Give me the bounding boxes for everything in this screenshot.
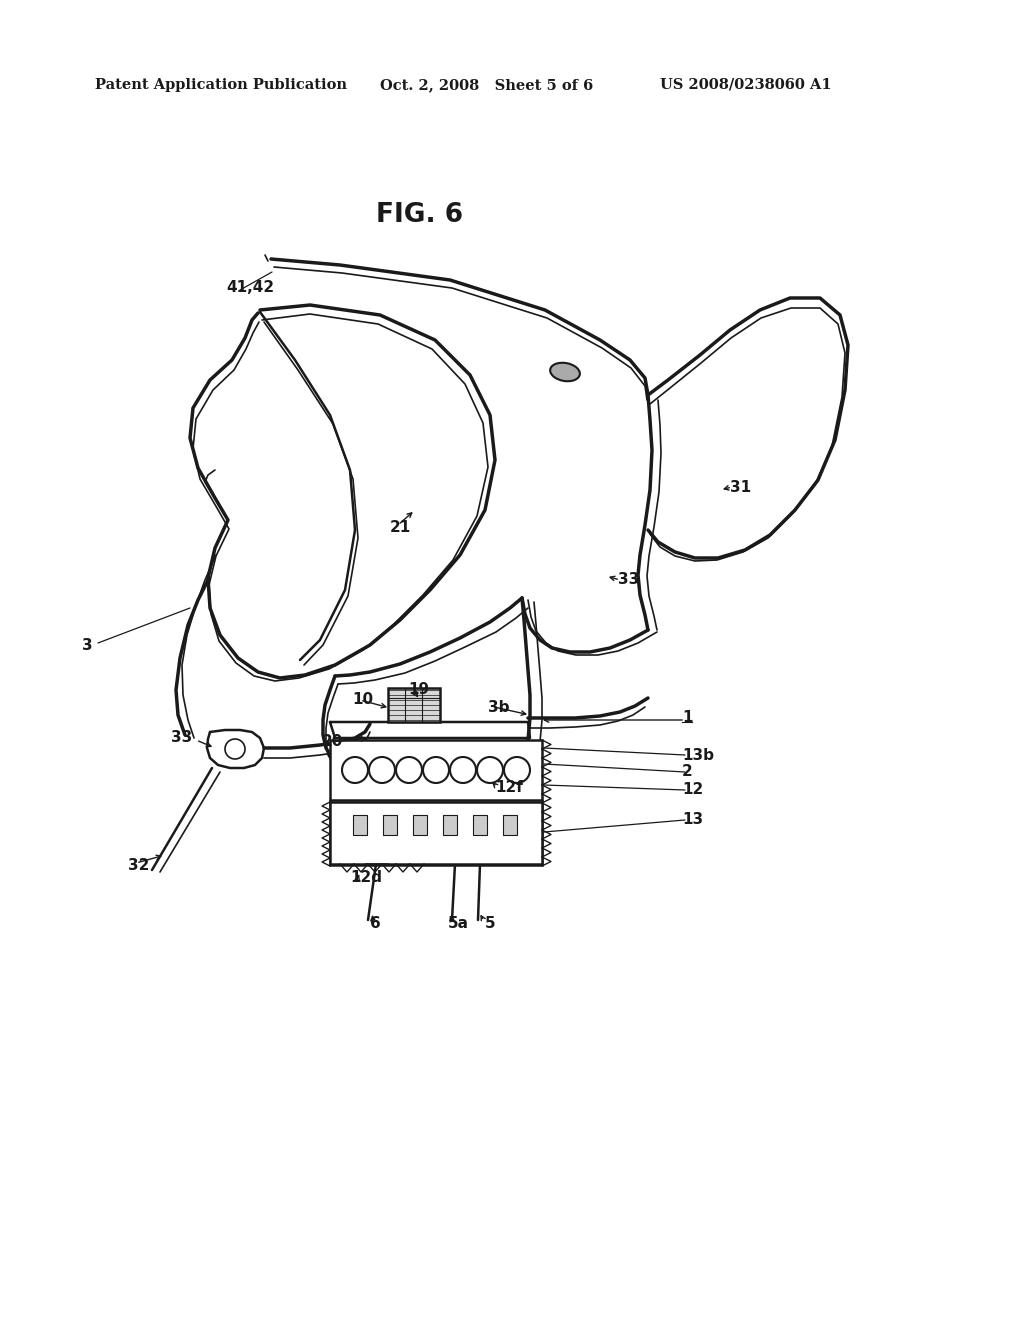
Circle shape [396, 756, 422, 783]
Text: US 2008/0238060 A1: US 2008/0238060 A1 [660, 78, 831, 92]
Circle shape [342, 756, 368, 783]
Text: 31: 31 [730, 479, 752, 495]
Text: Patent Application Publication: Patent Application Publication [95, 78, 347, 92]
Text: FIG. 6: FIG. 6 [377, 202, 464, 228]
Polygon shape [330, 803, 542, 865]
Text: 12d: 12d [350, 870, 382, 886]
Text: 21: 21 [390, 520, 412, 536]
Text: 13: 13 [682, 813, 703, 828]
Polygon shape [383, 814, 397, 836]
Polygon shape [473, 814, 487, 836]
Polygon shape [413, 814, 427, 836]
Circle shape [369, 756, 395, 783]
Circle shape [423, 756, 449, 783]
Text: 3b: 3b [488, 700, 510, 714]
Text: 32: 32 [128, 858, 150, 873]
Text: 12f: 12f [495, 780, 523, 796]
Text: Oct. 2, 2008   Sheet 5 of 6: Oct. 2, 2008 Sheet 5 of 6 [380, 78, 593, 92]
Text: 13b: 13b [682, 747, 714, 763]
Text: 10: 10 [352, 693, 373, 708]
Text: 2: 2 [682, 764, 693, 780]
Text: 41,42: 41,42 [226, 281, 274, 296]
Polygon shape [388, 688, 440, 722]
Text: 6: 6 [370, 916, 381, 932]
Text: 5: 5 [485, 916, 496, 932]
Text: 12: 12 [682, 783, 703, 797]
Circle shape [477, 756, 503, 783]
Text: 33: 33 [171, 730, 193, 746]
Text: 33: 33 [618, 573, 639, 587]
Text: 20: 20 [322, 734, 343, 750]
Polygon shape [503, 814, 517, 836]
Polygon shape [330, 741, 542, 865]
Text: 3: 3 [82, 638, 92, 652]
Polygon shape [443, 814, 457, 836]
Text: 19: 19 [408, 682, 429, 697]
Polygon shape [353, 814, 367, 836]
Circle shape [450, 756, 476, 783]
Ellipse shape [550, 363, 580, 381]
Text: 5a: 5a [449, 916, 469, 932]
Circle shape [504, 756, 530, 783]
Text: 1: 1 [682, 710, 692, 726]
